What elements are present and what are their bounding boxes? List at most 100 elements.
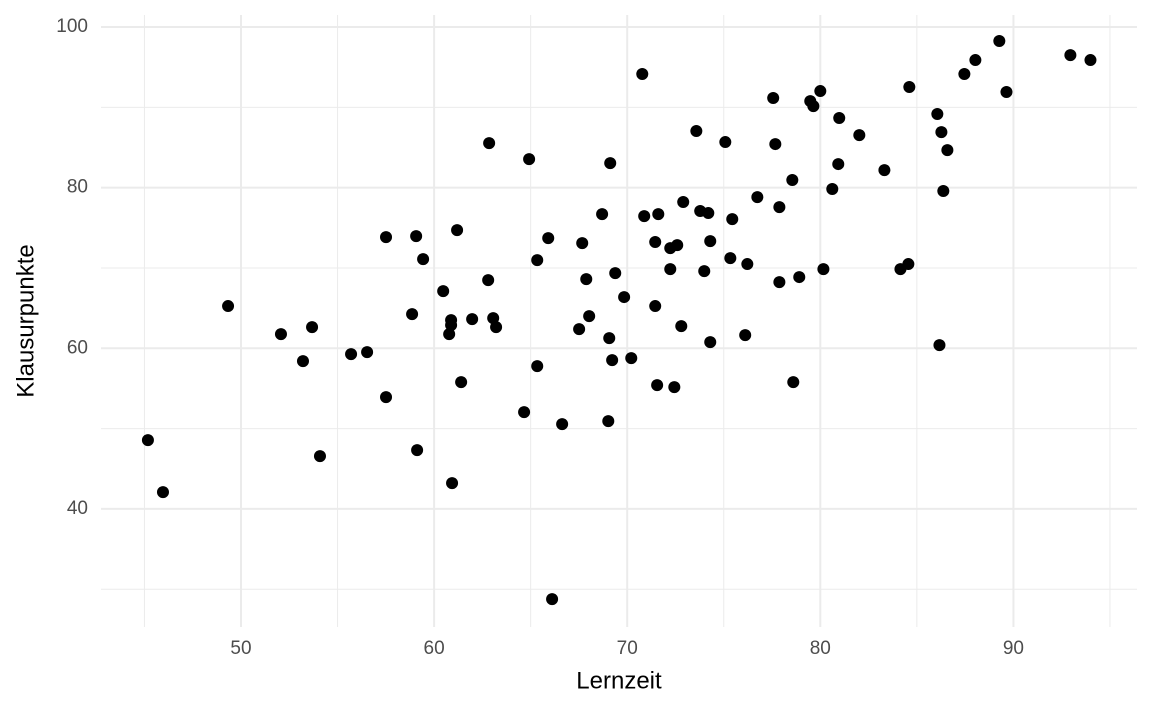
point (437, 285, 450, 298)
point (826, 183, 839, 196)
point (490, 321, 503, 334)
x-tick-label: 50 (230, 638, 251, 659)
x-tick-label: 80 (810, 638, 831, 659)
point (455, 376, 468, 389)
point (767, 92, 780, 105)
x-axis-title: Lernzeit (576, 667, 662, 694)
point (603, 332, 616, 345)
point (719, 136, 732, 149)
point (518, 406, 531, 419)
point (690, 125, 703, 138)
point (941, 144, 954, 157)
point (935, 126, 948, 139)
point (618, 291, 631, 304)
point (853, 129, 866, 142)
point (769, 138, 782, 151)
point (580, 273, 593, 286)
x-tick-label: 90 (1003, 638, 1024, 659)
point (446, 477, 459, 490)
point (531, 360, 544, 373)
point (596, 208, 609, 221)
point (726, 213, 739, 226)
point (546, 593, 559, 606)
points (141, 35, 1097, 606)
point (833, 112, 846, 125)
point (313, 450, 326, 463)
y-tick-label: 80 (67, 177, 88, 198)
point (410, 230, 423, 243)
point (773, 276, 786, 289)
point (958, 68, 971, 81)
point (751, 191, 764, 204)
x-tick-label: 60 (424, 638, 445, 659)
point (651, 379, 664, 392)
point (652, 208, 665, 221)
point (604, 157, 617, 170)
y-tick-label: 40 (67, 498, 88, 519)
point (625, 352, 638, 365)
point (606, 354, 619, 367)
point (993, 35, 1006, 48)
point (704, 235, 717, 248)
point (724, 252, 737, 265)
point (417, 253, 430, 266)
point (675, 320, 688, 333)
point (649, 236, 662, 249)
point (576, 237, 589, 250)
y-tick-label: 60 (67, 337, 88, 358)
point (741, 258, 754, 271)
point (466, 313, 479, 326)
point (411, 444, 424, 457)
point (583, 310, 596, 323)
point (793, 271, 806, 284)
point (1000, 86, 1013, 99)
point (636, 68, 649, 81)
point (937, 185, 950, 198)
point (445, 319, 458, 332)
point (602, 415, 615, 428)
point (443, 328, 456, 341)
point (677, 196, 690, 209)
point (739, 329, 752, 342)
point (380, 231, 393, 244)
point (807, 100, 820, 113)
point (531, 254, 544, 267)
point (786, 174, 799, 187)
point (523, 153, 536, 166)
point (345, 348, 358, 361)
point (274, 328, 287, 341)
point (451, 224, 464, 237)
point (573, 323, 586, 336)
point (556, 418, 569, 431)
point (483, 137, 496, 150)
point (222, 300, 235, 313)
x-tick-label: 70 (617, 638, 638, 659)
point (380, 391, 393, 404)
point (787, 376, 800, 389)
point (1064, 49, 1077, 62)
point (878, 164, 891, 177)
grid (101, 15, 1137, 627)
point (1084, 54, 1097, 67)
point (969, 54, 982, 67)
point (773, 201, 786, 214)
point (482, 274, 495, 287)
point (933, 339, 946, 352)
point (361, 346, 374, 359)
y-axis-title: Klausurpunkte (12, 244, 39, 397)
point (296, 355, 309, 368)
point (306, 321, 319, 334)
y-tick-label: 100 (56, 16, 88, 37)
point (832, 158, 845, 171)
point (902, 258, 915, 271)
point (649, 300, 662, 313)
point (156, 486, 169, 499)
point (638, 210, 651, 223)
point (814, 85, 827, 98)
point (704, 336, 717, 349)
point (671, 239, 684, 252)
point (931, 108, 944, 121)
point (903, 81, 916, 94)
point (542, 232, 555, 245)
